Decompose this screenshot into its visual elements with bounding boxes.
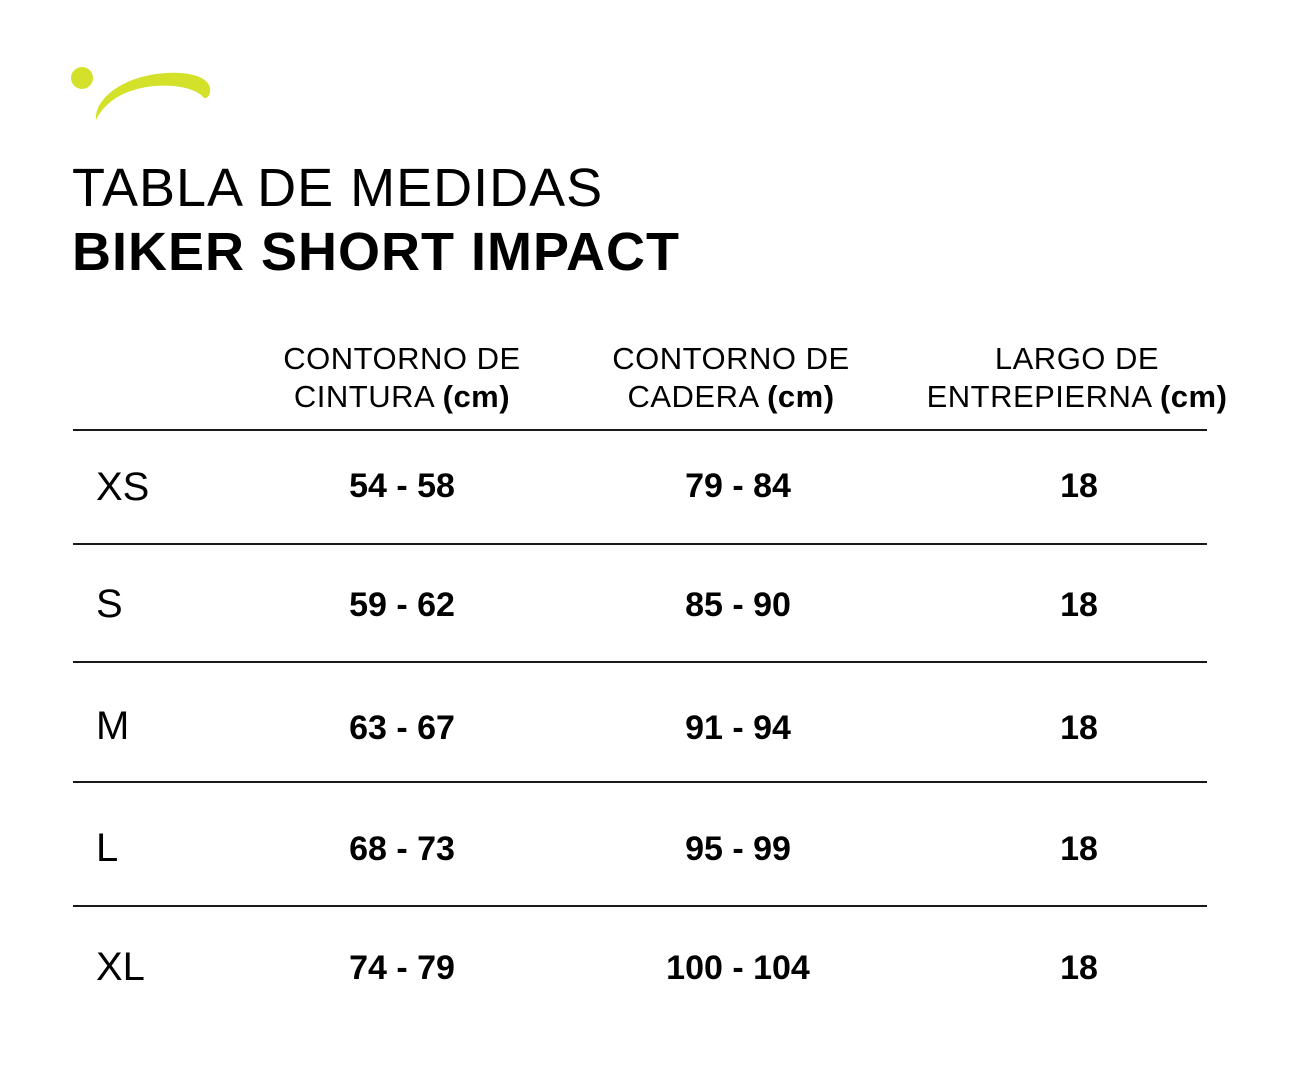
- waist-value: 68 - 73: [349, 830, 455, 868]
- table-divider: [73, 543, 1207, 545]
- size-label: XS: [96, 465, 150, 509]
- hip-value: 95 - 99: [685, 830, 791, 868]
- inseam-value: 18: [1060, 586, 1098, 624]
- table-divider: [73, 781, 1207, 783]
- inseam-value: 18: [1060, 830, 1098, 868]
- hip-value: 91 - 94: [685, 709, 791, 747]
- header-hip-unit: (cm): [767, 379, 835, 414]
- waist-value: 59 - 62: [349, 586, 455, 624]
- header-hip: CONTORNO DE CADERA (cm): [612, 340, 849, 416]
- hip-value: 85 - 90: [685, 586, 791, 624]
- header-waist-line1: CONTORNO DE: [283, 341, 521, 376]
- header-waist-line2: CINTURA: [293, 379, 434, 414]
- inseam-value: 18: [1060, 467, 1098, 505]
- header-hip-line1: CONTORNO DE: [612, 341, 850, 376]
- table-divider: [73, 905, 1207, 907]
- hip-value: 79 - 84: [685, 467, 791, 505]
- size-label: L: [96, 826, 119, 870]
- table-divider: [73, 429, 1207, 431]
- header-inseam-line1: LARGO DE: [994, 341, 1160, 376]
- brand-logo-icon: [71, 67, 211, 120]
- size-label: XL: [96, 945, 145, 989]
- header-inseam: LARGO DE ENTREPIERNA (cm): [927, 340, 1228, 416]
- size-label: S: [96, 582, 123, 626]
- waist-value: 63 - 67: [349, 709, 455, 747]
- waist-value: 74 - 79: [349, 949, 455, 987]
- header-inseam-line2: ENTREPIERNA: [926, 379, 1151, 414]
- inseam-value: 18: [1060, 949, 1098, 987]
- header-waist: CONTORNO DE CINTURA (cm): [283, 340, 520, 416]
- waist-value: 54 - 58: [349, 467, 455, 505]
- size-label: M: [96, 704, 130, 748]
- table-divider: [73, 661, 1207, 663]
- header-waist-unit: (cm): [442, 379, 511, 414]
- product-name: BIKER SHORT IMPACT: [72, 222, 680, 282]
- header-hip-line2: CADERA: [627, 379, 758, 414]
- header-inseam-unit: (cm): [1159, 379, 1228, 414]
- inseam-value: 18: [1060, 709, 1098, 747]
- hip-value: 100 - 104: [666, 949, 810, 987]
- page-title: TABLA DE MEDIDAS: [72, 158, 604, 218]
